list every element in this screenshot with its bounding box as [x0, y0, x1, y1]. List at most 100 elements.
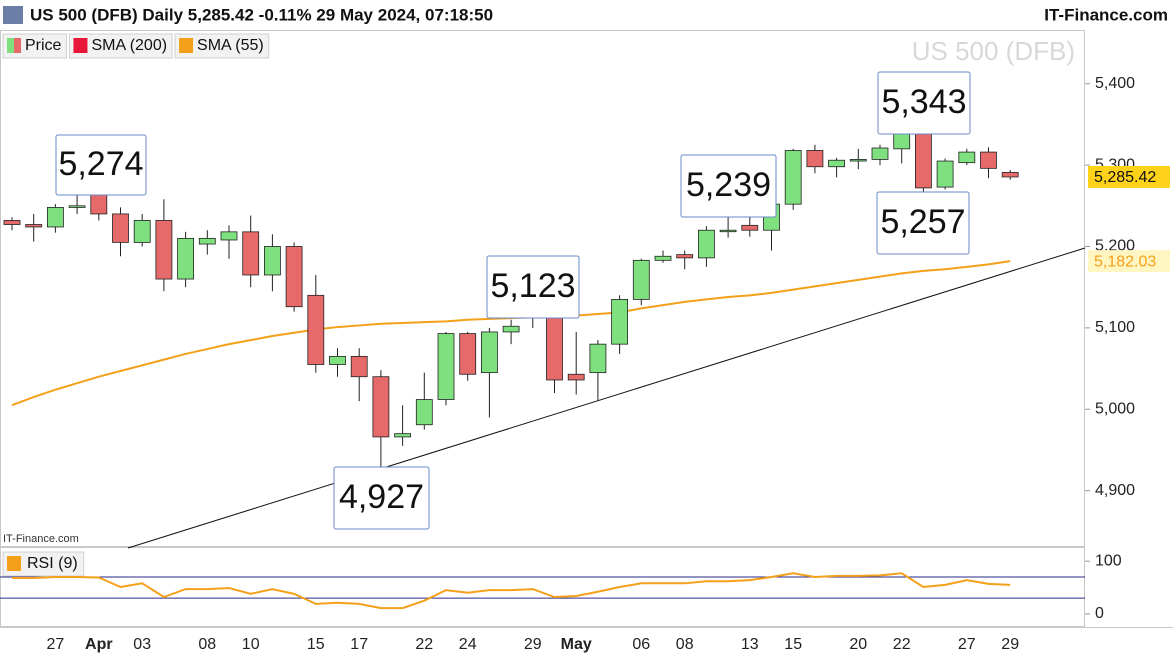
candle-body	[1001, 172, 1019, 178]
candle-body	[68, 205, 86, 208]
candle-body	[784, 150, 802, 205]
candle-body	[133, 220, 151, 243]
annotation-box	[680, 154, 777, 218]
x-tick-label: 29	[1001, 636, 1019, 653]
candle-body	[719, 229, 737, 233]
x-tick-label: 08	[198, 636, 216, 653]
chart-title: US 500 (DFB) Daily 5,285.42 -0.11% 29 Ma…	[30, 5, 493, 24]
candle-body	[741, 224, 759, 231]
candle-body	[915, 132, 932, 189]
x-tick-label: 27	[958, 636, 976, 653]
candle-body	[177, 237, 195, 280]
main-panel	[0, 30, 1085, 547]
candle-body	[394, 433, 412, 438]
annotation-box	[486, 255, 580, 319]
candle-body	[47, 207, 64, 228]
candle-body	[502, 325, 520, 333]
candle-body	[980, 151, 997, 169]
candle-body	[372, 376, 390, 438]
candle-body	[112, 213, 129, 243]
annotation-label: 5,239	[686, 166, 771, 204]
x-tick-label: 29	[524, 636, 542, 653]
y-tick-label: 0	[1095, 605, 1104, 622]
candle-body	[893, 132, 911, 150]
candle-body	[198, 237, 216, 245]
legend-label: Price	[25, 37, 62, 54]
annotation-box	[876, 191, 970, 255]
x-tick-label: 20	[849, 636, 867, 653]
x-tick-label: 24	[459, 636, 477, 653]
site-name: IT-Finance.com	[1044, 5, 1168, 24]
candle-body	[307, 294, 325, 365]
candle-body	[806, 150, 824, 168]
x-tick-label: 03	[133, 636, 151, 653]
candle-body	[676, 254, 694, 259]
candle-body	[437, 333, 455, 400]
annotation-label: 4,927	[339, 478, 424, 516]
x-tick-label: 06	[632, 636, 650, 653]
candle-body	[155, 220, 173, 280]
legend-swatch	[73, 38, 88, 53]
annotation-box	[877, 71, 971, 135]
candle-body	[350, 355, 368, 378]
legend-label: SMA (55)	[197, 37, 264, 54]
candle-body	[567, 373, 585, 381]
annotation-label: 5,257	[880, 203, 965, 241]
candle-body	[632, 259, 650, 300]
x-tick-label: 10	[242, 636, 260, 653]
logo-icon	[3, 6, 23, 24]
y-tick-label: 5,000	[1095, 400, 1135, 417]
legend-swatch	[7, 556, 21, 571]
candle-body	[415, 399, 433, 426]
y-tick-label: 5,100	[1095, 319, 1135, 336]
candle-body	[698, 229, 715, 259]
candle-body	[611, 298, 628, 345]
legend-swatch	[14, 38, 21, 53]
annotation-label: 5,343	[881, 83, 966, 121]
annotation-box	[55, 134, 147, 196]
rsi-line	[12, 572, 1011, 610]
annotation-label: 5,123	[490, 267, 575, 305]
trend-line	[127, 247, 1086, 549]
last-price-box	[1088, 165, 1170, 188]
sma-value-label: 5,182.03	[1094, 253, 1156, 270]
candle-body	[589, 343, 607, 374]
candle-body	[285, 246, 303, 308]
rsi-panel	[0, 547, 1085, 627]
candle-body	[849, 159, 867, 162]
legend-label: SMA (200)	[91, 37, 167, 54]
candle-body	[958, 151, 976, 164]
x-tick-label: 22	[893, 636, 911, 653]
candle-body	[654, 255, 672, 261]
candle-body	[263, 246, 281, 276]
x-tick-label: 15	[784, 636, 802, 653]
y-tick-label: 100	[1095, 552, 1122, 569]
y-tick-label: 4,900	[1095, 482, 1135, 499]
legend-swatch	[7, 38, 14, 53]
annotation-box	[333, 466, 430, 530]
x-tick-label: Apr	[85, 636, 113, 653]
candle-body	[828, 159, 845, 168]
watermark: US 500 (DFB)	[912, 36, 1075, 66]
last-price-label: 5,285.42	[1094, 169, 1156, 186]
x-tick-label: 27	[47, 636, 65, 653]
x-tick-label: May	[561, 636, 592, 653]
candle-body	[25, 224, 43, 228]
candle-body	[329, 355, 346, 365]
rsi-title: RSI (9)	[27, 555, 78, 572]
sma-value-box	[1088, 250, 1170, 273]
x-tick-label: 22	[415, 636, 433, 653]
candle-body	[3, 220, 21, 225]
x-tick-label: 08	[676, 636, 694, 653]
candle-body	[242, 231, 260, 276]
candle-body	[480, 331, 498, 374]
x-tick-label: 13	[741, 636, 759, 653]
y-tick-label: 5,400	[1095, 75, 1135, 92]
header-bar	[0, 0, 1173, 30]
annotation-label: 5,274	[58, 145, 143, 183]
candle-body	[459, 333, 477, 375]
candle-body	[220, 231, 238, 241]
legend-swatch	[179, 38, 194, 53]
x-tick-label: 15	[307, 636, 325, 653]
